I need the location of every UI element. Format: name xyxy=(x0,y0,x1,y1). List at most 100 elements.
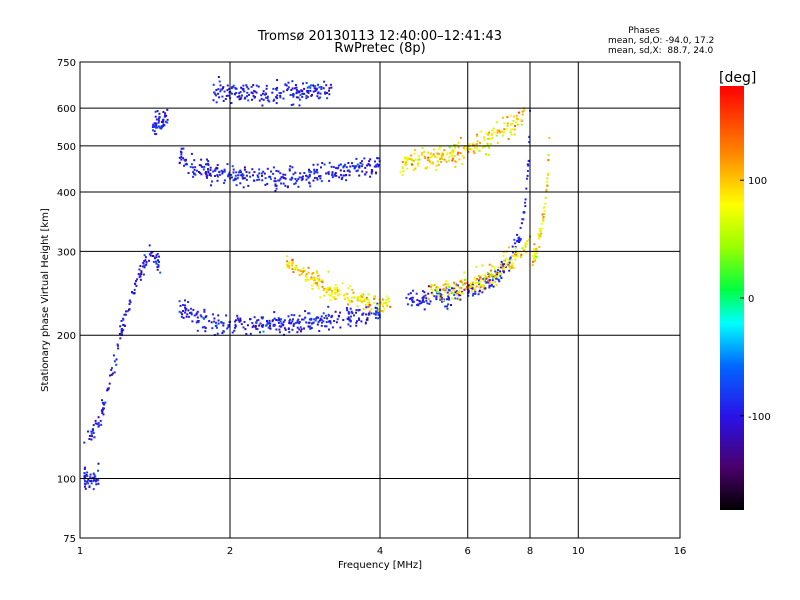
data-point xyxy=(297,96,300,99)
data-point xyxy=(92,429,95,432)
data-point xyxy=(313,318,316,321)
data-point xyxy=(239,317,242,320)
data-point xyxy=(328,179,331,182)
data-point xyxy=(347,169,350,172)
data-point xyxy=(417,155,420,157)
data-point xyxy=(410,158,413,161)
data-point xyxy=(479,280,482,283)
data-point xyxy=(387,300,390,303)
data-point xyxy=(487,133,490,136)
data-point xyxy=(187,315,190,318)
data-point xyxy=(547,172,549,175)
data-point xyxy=(437,163,440,166)
data-point xyxy=(434,155,437,158)
data-point xyxy=(493,266,496,269)
data-point xyxy=(324,91,326,94)
data-point xyxy=(252,84,255,87)
data-point xyxy=(442,299,445,302)
data-point xyxy=(430,288,433,291)
data-point xyxy=(201,166,203,168)
data-point xyxy=(524,242,527,245)
data-point xyxy=(471,285,474,288)
data-point xyxy=(140,270,143,273)
data-point xyxy=(527,164,530,167)
data-point xyxy=(204,330,207,333)
data-point xyxy=(441,295,444,297)
data-point xyxy=(110,373,113,376)
data-point xyxy=(189,166,192,168)
data-point xyxy=(256,319,259,322)
data-point xyxy=(459,152,462,155)
data-point xyxy=(296,331,299,334)
data-point xyxy=(295,264,298,267)
data-point xyxy=(441,155,443,158)
data-point xyxy=(320,324,323,327)
data-point xyxy=(532,260,534,263)
data-point xyxy=(508,264,511,267)
data-point xyxy=(181,313,184,316)
data-point xyxy=(353,167,356,170)
data-point xyxy=(100,423,103,426)
data-point xyxy=(101,412,104,414)
data-point xyxy=(192,308,195,311)
data-point xyxy=(223,90,226,93)
data-point xyxy=(118,333,121,335)
data-point xyxy=(321,162,324,164)
data-point xyxy=(345,307,348,309)
data-point xyxy=(347,299,350,302)
data-point xyxy=(357,309,360,312)
data-point xyxy=(272,99,275,102)
data-point xyxy=(449,152,452,154)
data-point xyxy=(88,435,91,437)
data-point xyxy=(315,87,318,90)
data-point xyxy=(278,331,281,334)
data-point xyxy=(282,97,285,100)
data-point xyxy=(483,138,486,141)
data-point xyxy=(161,125,164,127)
data-point xyxy=(261,325,264,328)
data-point xyxy=(525,187,528,190)
data-point xyxy=(360,165,363,168)
data-point xyxy=(513,255,516,258)
data-point xyxy=(488,273,491,276)
data-point xyxy=(370,307,373,310)
data-point xyxy=(435,164,438,167)
data-point xyxy=(483,287,486,290)
data-point xyxy=(210,184,212,187)
data-point xyxy=(161,126,164,129)
data-point xyxy=(463,282,466,285)
data-point xyxy=(92,476,95,479)
data-point xyxy=(323,294,326,297)
data-point xyxy=(249,332,252,335)
data-point xyxy=(481,264,484,267)
data-point xyxy=(153,130,156,133)
data-point xyxy=(143,264,146,267)
data-point xyxy=(110,369,113,371)
data-point xyxy=(467,150,470,153)
data-point xyxy=(95,480,97,482)
data-point xyxy=(512,267,515,269)
data-point xyxy=(302,270,304,273)
data-point xyxy=(492,131,495,134)
data-point xyxy=(213,91,216,94)
data-point xyxy=(128,303,131,306)
data-point xyxy=(316,95,319,98)
data-point xyxy=(330,289,333,292)
data-point xyxy=(91,435,93,438)
data-point xyxy=(418,302,421,305)
data-point xyxy=(240,323,243,326)
data-point xyxy=(191,166,194,169)
data-point xyxy=(338,292,341,295)
data-point xyxy=(383,302,386,305)
data-point xyxy=(411,296,414,299)
data-point xyxy=(488,263,491,266)
data-point xyxy=(508,246,510,249)
data-point xyxy=(120,330,123,333)
data-point xyxy=(184,311,187,314)
data-point xyxy=(317,316,319,319)
data-point xyxy=(456,153,459,156)
data-point xyxy=(309,89,312,92)
data-point xyxy=(412,289,414,292)
data-point xyxy=(277,317,280,320)
data-point xyxy=(307,312,310,315)
